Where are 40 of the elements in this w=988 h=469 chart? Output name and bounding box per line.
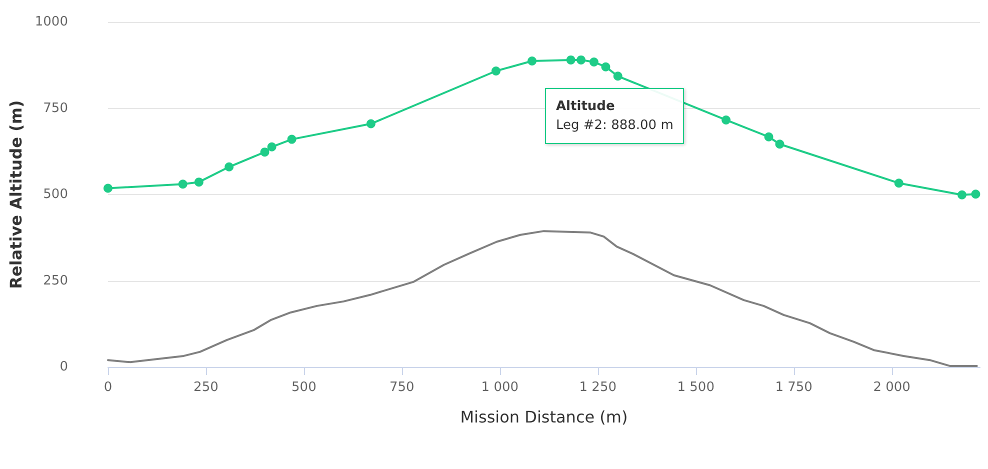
x-tick-label: 0: [104, 380, 112, 395]
point: [775, 140, 784, 149]
y-tick-label: 750: [43, 100, 68, 116]
point: [971, 190, 980, 199]
y-tick-label: 250: [43, 273, 68, 288]
point: [613, 72, 622, 81]
point: [957, 190, 966, 200]
annotation: Altitude: [556, 98, 616, 116]
point: [764, 132, 774, 142]
y-axis-title: Relative Altitude (m): [6, 100, 26, 289]
x-tick-label: 1 500: [677, 380, 714, 395]
point: [491, 66, 500, 76]
x-tick-label: 1 000: [481, 380, 519, 395]
point: [894, 178, 904, 188]
x-tick-label: 250: [194, 380, 218, 395]
y-tick-label: 1000: [34, 14, 68, 30]
point: [267, 142, 276, 152]
x-tick-label: 2 000: [873, 380, 910, 395]
point: [366, 119, 376, 128]
point: [287, 134, 296, 144]
annotation: Leg #2: 888.00 m: [556, 117, 674, 135]
y-tick-label: 0: [60, 360, 68, 374]
y-tick-label: 500: [43, 187, 68, 202]
point: [601, 62, 610, 72]
x-tick-label: 500: [292, 380, 316, 395]
point: [576, 55, 586, 64]
point: [178, 180, 188, 189]
point: [194, 178, 204, 187]
x-axis-title: Mission Distance (m): [460, 408, 628, 426]
x-tick-label: 1 250: [579, 380, 616, 395]
point: [589, 58, 598, 67]
x-tick-label: 1 750: [775, 380, 812, 395]
point: [566, 55, 576, 64]
point: [722, 115, 731, 124]
point: [260, 148, 270, 157]
x-tick-label: 750: [390, 380, 414, 395]
point: [103, 184, 112, 193]
line-series: [106, 230, 978, 367]
point: [528, 56, 537, 66]
point: [224, 162, 234, 172]
